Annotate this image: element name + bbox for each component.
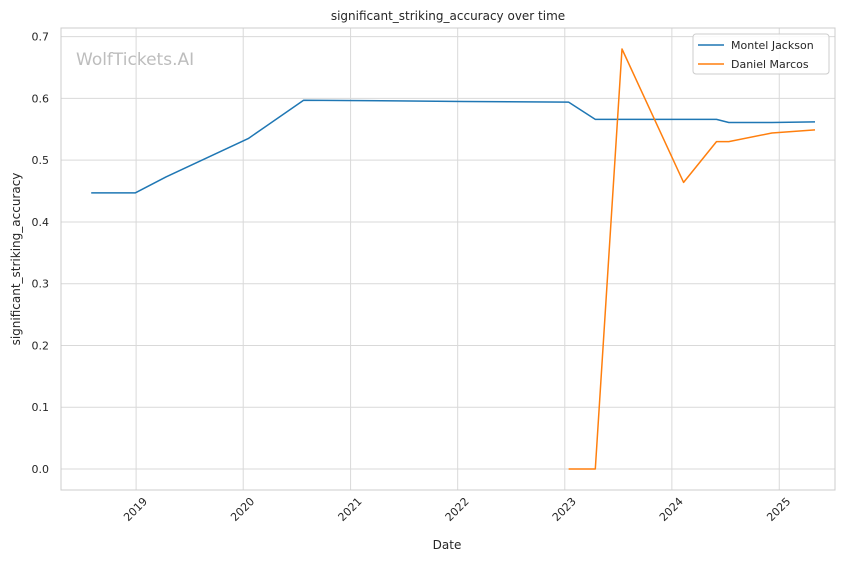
grid-lines — [61, 28, 835, 490]
y-tick-label: 0.1 — [32, 401, 50, 414]
chart-title: significant_striking_accuracy over time — [331, 9, 565, 23]
legend-label: Daniel Marcos — [731, 58, 809, 71]
plot-frame — [60, 27, 836, 491]
y-tick-label: 0.2 — [32, 339, 50, 352]
plot-area — [61, 28, 835, 490]
x-axis-label: Date — [433, 538, 462, 552]
y-tick-label: 0.0 — [32, 463, 50, 476]
watermark: WolfTickets.AI — [76, 50, 194, 70]
y-tick-label: 0.7 — [32, 31, 50, 44]
y-tick-labels: 0.0 0.1 0.2 0.3 0.4 0.5 0.6 0.7 — [32, 31, 50, 476]
series-line — [91, 99, 816, 194]
legend-box — [692, 33, 830, 75]
y-axis-label: significant_striking_accuracy — [9, 173, 23, 346]
y-tick-label: 0.6 — [32, 92, 50, 105]
series-lines — [91, 48, 816, 470]
series-line — [568, 48, 816, 470]
legend: Montel Jackson Daniel Marcos — [692, 33, 830, 75]
y-tick-label: 0.3 — [32, 278, 50, 291]
legend-label: Montel Jackson — [731, 39, 814, 52]
y-tick-label: 0.4 — [32, 216, 50, 229]
y-tick-label: 0.5 — [32, 154, 50, 167]
